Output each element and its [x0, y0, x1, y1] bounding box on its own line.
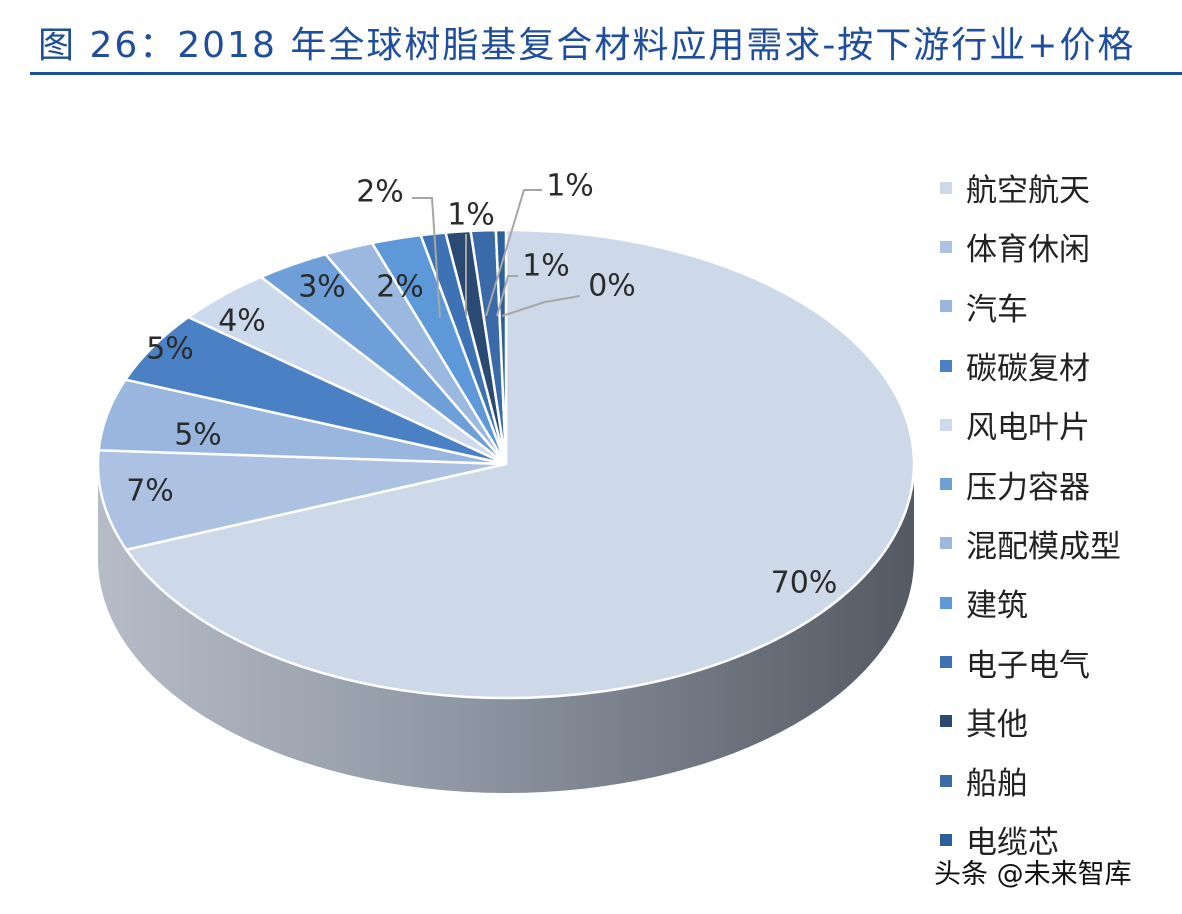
data-label-12: 0%	[588, 269, 636, 304]
legend-item: 其他	[940, 692, 1121, 751]
data-label-3: 5%	[174, 418, 222, 453]
data-label-7: 2%	[376, 270, 424, 305]
legend-swatch	[940, 300, 952, 313]
legend-swatch	[940, 774, 952, 787]
pie-side-rim	[98, 464, 914, 793]
legend-label: 汽车	[966, 291, 1028, 328]
data-label-5: 4%	[218, 304, 266, 339]
legend-swatch	[940, 537, 952, 550]
data-label-8: 2%	[356, 175, 404, 210]
page-title: 图 26：2018 年全球树脂基复合材料应用需求-按下游行业+价格	[38, 25, 1136, 66]
data-label-10: 1%	[546, 169, 594, 204]
pie-slices	[96, 228, 916, 700]
legend-label: 其他	[966, 706, 1028, 743]
legend-label: 电缆芯	[966, 825, 1059, 862]
data-label-2: 7%	[126, 474, 174, 509]
legend-item: 电缆芯	[940, 810, 1121, 869]
leader-line-11	[496, 275, 518, 317]
legend-label: 风电叶片	[966, 410, 1090, 447]
legend-label: 体育休闲	[966, 232, 1090, 269]
legend-item: 电子电气	[940, 632, 1121, 691]
pie-leader-lines	[412, 189, 581, 319]
legend-swatch	[940, 359, 952, 372]
legend-swatch	[940, 596, 952, 609]
legend-item: 碳碳复材	[940, 336, 1121, 395]
legend-item: 航空航天	[940, 158, 1121, 217]
pie-side	[98, 464, 914, 793]
leader-line-10	[485, 189, 542, 317]
pie-slice-2	[96, 448, 507, 552]
legend-label: 压力容器	[966, 469, 1090, 506]
chart-legend: 航空航天体育休闲汽车碳碳复材风电叶片压力容器混配模成型建筑电子电气其他船舶电缆芯	[940, 158, 1121, 870]
legend-swatch	[940, 181, 952, 194]
legend-swatch	[940, 418, 952, 431]
legend-item: 船舶	[940, 751, 1121, 810]
legend-swatch	[940, 715, 952, 728]
legend-item: 汽车	[940, 277, 1121, 336]
data-label-1: 70%	[771, 566, 838, 601]
data-label-9: 1%	[447, 198, 495, 233]
legend-swatch	[940, 656, 952, 669]
leader-line-8	[412, 197, 441, 319]
data-label-6: 3%	[298, 270, 346, 305]
legend-item: 混配模成型	[940, 514, 1121, 573]
pie-data-labels: 70%7%5%5%4%3% 2%2%1%1%1%0%	[126, 169, 837, 601]
data-label-4: 5%	[146, 332, 194, 367]
legend-swatch	[940, 833, 952, 846]
legend-label: 建筑	[966, 588, 1028, 625]
pie-slice-12	[494, 228, 508, 465]
legend-item: 风电叶片	[940, 395, 1121, 454]
legend-label: 电子电气	[966, 647, 1090, 684]
leader-line-12	[501, 295, 581, 317]
legend-label: 航空航天	[966, 173, 1090, 210]
pie-slice-1	[124, 228, 916, 700]
legend-item: 压力容器	[940, 454, 1121, 513]
legend-item: 体育休闲	[940, 217, 1121, 276]
legend-label: 混配模成型	[966, 528, 1121, 565]
watermark: 头条 @未来智库	[934, 859, 1132, 890]
legend-swatch	[940, 478, 952, 491]
legend-swatch	[940, 240, 952, 253]
data-label-11: 1%	[522, 249, 570, 284]
legend-label: 碳碳复材	[966, 351, 1090, 388]
legend-item: 建筑	[940, 573, 1121, 632]
legend-label: 船舶	[966, 766, 1028, 803]
title-rule	[30, 72, 1182, 75]
